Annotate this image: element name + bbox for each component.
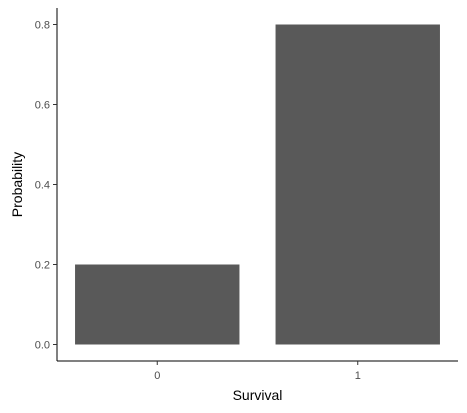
bar-0 xyxy=(75,264,240,345)
y-axis-title: Probability xyxy=(9,152,25,217)
y-ticks-group: 0.0 0.2 0.4 0.6 0.8 xyxy=(35,20,57,352)
y-tick-label: 0.8 xyxy=(35,20,50,32)
bars-group xyxy=(75,24,440,345)
x-tick-label: 1 xyxy=(355,370,361,382)
y-tick-label: 0.0 xyxy=(35,340,50,352)
x-axis-title: Survival xyxy=(233,387,283,403)
y-tick-label: 0.6 xyxy=(35,100,50,112)
bar-1 xyxy=(275,24,440,345)
y-tick-label: 0.2 xyxy=(35,260,50,272)
y-tick-label: 0.4 xyxy=(35,180,50,192)
x-tick-label: 0 xyxy=(154,370,160,382)
